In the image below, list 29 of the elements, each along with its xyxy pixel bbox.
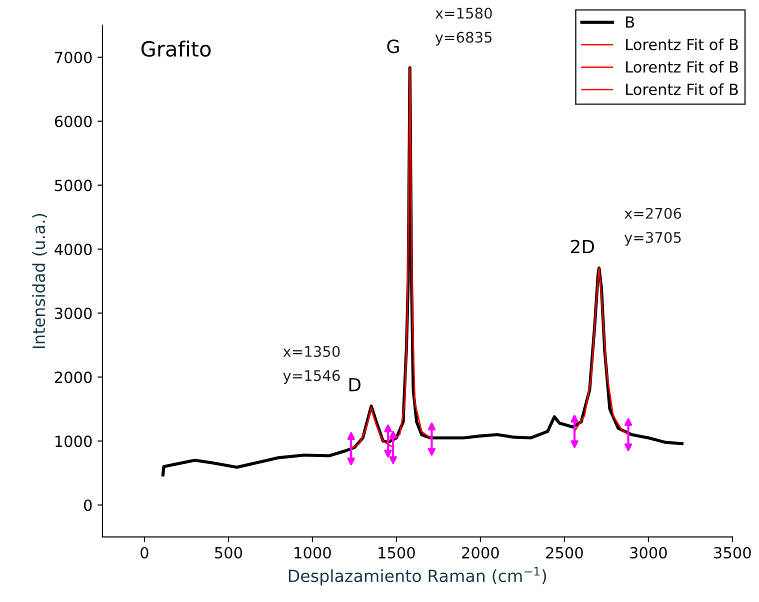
annotation: x=1580 y=6835 <box>435 8 492 46</box>
y-tick-label: 5000 <box>55 180 92 192</box>
annotation: Grafito <box>141 40 211 57</box>
y-tick-label: 3000 <box>55 308 92 320</box>
y-tick-label: 2000 <box>54 372 92 384</box>
x-tick-label: 1500 <box>378 546 415 559</box>
legend-label: Lorentz Fit of B <box>626 38 738 50</box>
legend-label: Lorentz Fit of B <box>626 83 738 96</box>
y-tick-label: 1000 <box>56 436 92 448</box>
x-tick-label: 0 <box>140 546 148 559</box>
y-tick-label: 0 <box>84 499 92 512</box>
x-tick-label: 1000 <box>294 546 331 559</box>
x-tick-label: 500 <box>215 546 242 559</box>
y-axis-title: Intensidad (u.a.) <box>32 214 48 348</box>
x-tick-label: 3000 <box>630 546 667 559</box>
x-tick-label: 2500 <box>546 546 583 559</box>
annotation: D <box>349 378 360 392</box>
x-tick-label: 3500 <box>714 546 751 559</box>
annotation: G <box>387 40 399 54</box>
annotation: x=1350 y=1546 <box>283 346 340 384</box>
annotation: 2D <box>571 240 594 254</box>
legend-label: B <box>626 16 634 28</box>
x-axis-title: Desplazamiento Raman (cm$^{−1}$) <box>288 567 546 586</box>
y-tick-label: 4000 <box>54 244 92 256</box>
y-tick-label: 6000 <box>54 116 92 128</box>
legend-label: Lorentz Fit of B <box>626 60 738 73</box>
annotation: x=2706 y=3705 <box>624 208 682 246</box>
y-tick-label: 7000 <box>55 52 92 64</box>
x-tick-label: 2000 <box>462 546 499 559</box>
